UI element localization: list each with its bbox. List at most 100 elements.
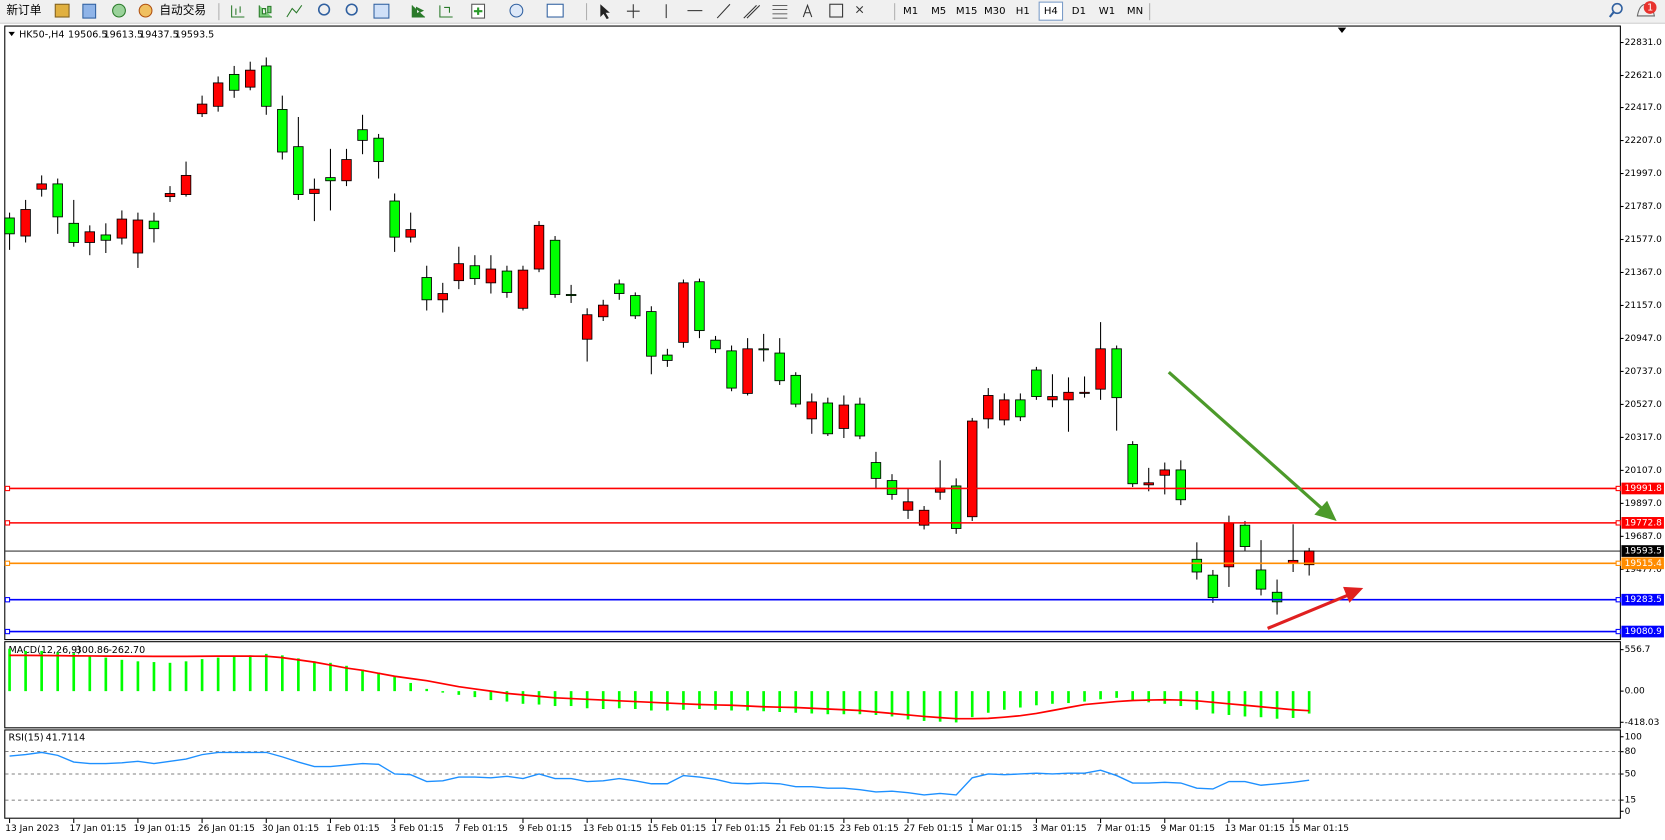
level-label-box	[1621, 625, 1664, 638]
candle-body	[694, 281, 705, 332]
notification-count: 1	[1647, 2, 1653, 13]
candle-body	[662, 354, 673, 361]
auto-trade-icon[interactable]	[138, 3, 153, 18]
y-tick-label: 556.7	[1625, 645, 1651, 655]
candle-body	[84, 231, 95, 243]
x-tick-label: 7 Mar 01:15	[1096, 824, 1150, 834]
level-label: 19772.8	[1625, 518, 1663, 528]
candle-body	[822, 402, 834, 435]
search-icon-handle	[1608, 11, 1615, 18]
candle-body	[549, 239, 561, 295]
scroll-icon[interactable]	[411, 5, 426, 18]
icon[interactable]	[54, 3, 70, 18]
candle-body	[309, 188, 320, 194]
bar-chart-icon[interactable]	[231, 5, 245, 18]
candle-body	[4, 217, 15, 235]
x-tick-label: 15 Feb 01:15	[647, 824, 706, 834]
candle-body	[565, 294, 577, 296]
level-label: 19080.9	[1625, 627, 1663, 637]
timeframe-button[interactable]: H1	[1016, 6, 1030, 17]
current-price-box	[1621, 545, 1664, 557]
candle-body	[1207, 574, 1219, 599]
level-label: 19515.4	[1625, 559, 1663, 569]
shift-icon[interactable]	[439, 5, 453, 18]
line-icon[interactable]	[286, 5, 303, 18]
icon[interactable]	[82, 3, 97, 19]
rsi-readout: 41.7114	[46, 732, 85, 743]
candle-body	[1159, 469, 1170, 476]
rsi-line	[9, 751, 1310, 796]
icon[interactable]	[112, 3, 126, 18]
y-tick-label: 22621.0	[1625, 71, 1663, 81]
zoom-out[interactable]	[345, 3, 358, 16]
auto-trade-button[interactable]: 自动交易	[159, 3, 206, 17]
y-tick-label: 22207.0	[1625, 136, 1663, 146]
toolbar: 新订单 自动交易 M1 M5 M15 M30 H1 H4 D1 W1 MN	[0, 0, 1665, 24]
ohlc-readout: 19437.5	[139, 30, 178, 41]
fibo-tool[interactable]	[772, 4, 788, 19]
macd-signal-line	[9, 654, 1310, 720]
candle-body	[758, 348, 769, 351]
candle-body	[164, 193, 176, 198]
trendline-tool[interactable]	[716, 3, 731, 19]
candle-body	[228, 73, 240, 91]
candle-body	[1111, 348, 1122, 399]
candle-body	[870, 462, 882, 479]
candle-body	[1031, 369, 1042, 397]
candle-body	[20, 209, 31, 237]
level-handle	[1615, 597, 1621, 603]
candle-body	[1271, 591, 1283, 603]
y-tick-label: 21997.0	[1625, 169, 1663, 179]
candle-body	[902, 501, 914, 511]
timeframe-button[interactable]: W1	[1099, 6, 1115, 17]
candle-body	[261, 65, 272, 107]
candle-body	[389, 200, 400, 238]
ohlc-readout: 19506.5	[68, 30, 107, 41]
cursor-tool[interactable]	[600, 4, 610, 20]
new-order-button[interactable]: 新订单	[6, 3, 41, 17]
timeframe-button[interactable]: M30	[984, 6, 1006, 17]
timeframe-button[interactable]: H4	[1044, 6, 1058, 17]
label-tool[interactable]	[829, 3, 844, 18]
template-icon[interactable]	[546, 3, 564, 18]
level-label-box	[1621, 517, 1664, 529]
y-tick-label: 20947.0	[1625, 334, 1663, 344]
ohlc-readout: 19593.5	[175, 30, 214, 41]
timeframe-button[interactable]: M1	[903, 6, 918, 17]
candle-body	[293, 146, 304, 195]
candle-body	[341, 159, 352, 182]
search-icon[interactable]	[1611, 2, 1623, 15]
y-tick-label: 0	[1625, 807, 1631, 817]
candle-body	[517, 269, 529, 309]
y-tick-label: 21577.0	[1625, 235, 1663, 245]
x-tick-label: 13 Feb 01:15	[583, 824, 642, 834]
x-tick-label: 1 Feb 01:15	[326, 824, 379, 834]
candle-body	[373, 137, 384, 163]
x-tick-label: 13 Jan 2023	[5, 824, 59, 834]
candle-body	[405, 229, 416, 238]
y-tick-label: 80	[1625, 747, 1637, 757]
zoom-in[interactable]	[317, 3, 331, 16]
crosshair-tool[interactable]	[626, 4, 640, 19]
timeframe-button[interactable]: MN	[1127, 6, 1143, 17]
candle-body	[950, 485, 962, 529]
candle-body	[1143, 482, 1154, 486]
candle-body	[533, 224, 545, 270]
timeframe-button[interactable]: M15	[956, 6, 978, 17]
timeframe-button[interactable]: M5	[931, 6, 946, 17]
timeframe-button[interactable]: D1	[1072, 6, 1086, 17]
level-handle	[4, 485, 11, 492]
y-tick-label: 20317.0	[1625, 433, 1663, 443]
channel-tool[interactable]	[743, 4, 761, 19]
level-handle	[4, 597, 11, 603]
candle-body	[148, 220, 160, 230]
current-price-label: 19593.5	[1625, 547, 1662, 557]
period-icon[interactable]	[509, 3, 524, 18]
tile-icon[interactable]	[373, 3, 390, 19]
arrow-tool[interactable]	[856, 6, 864, 14]
candle-body	[678, 282, 689, 343]
text-tool[interactable]	[802, 3, 813, 18]
candle-body	[806, 401, 817, 420]
